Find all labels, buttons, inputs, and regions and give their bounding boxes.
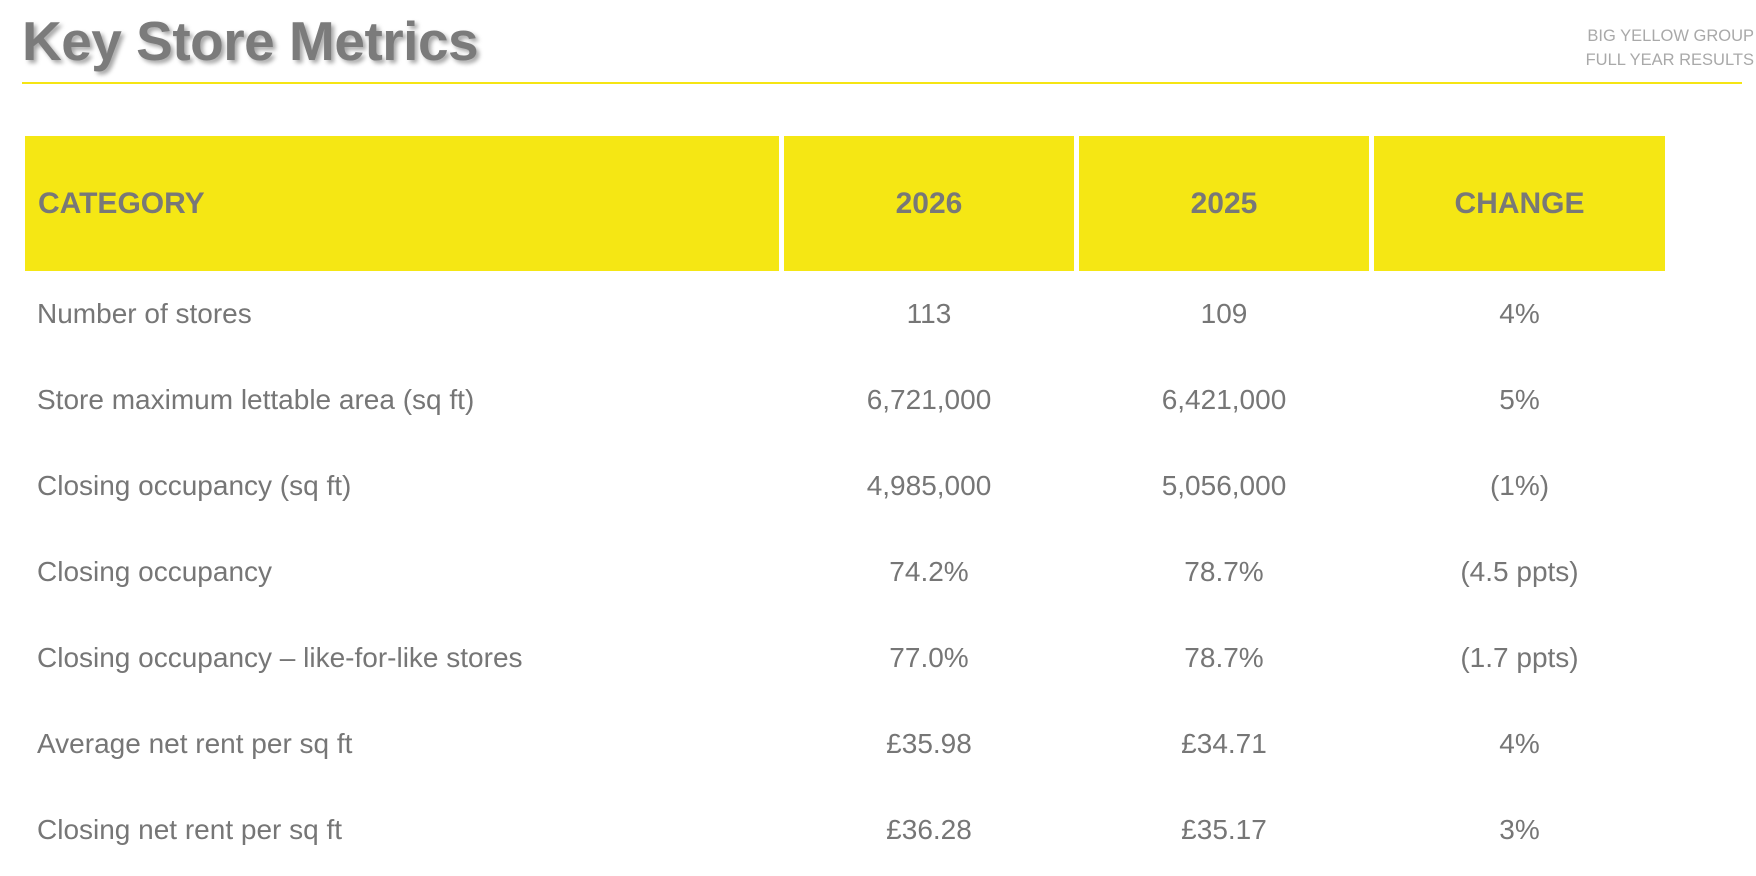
table-row: Number of stores 113 109 4% xyxy=(25,271,1665,357)
brand-line-company: BIG YELLOW GROUP xyxy=(1587,27,1754,45)
table-row: Store maximum lettable area (sq ft) 6,72… xyxy=(25,357,1665,443)
row-value-2026: 4,985,000 xyxy=(866,470,992,501)
row-change: 4% xyxy=(1499,728,1540,759)
row-category: Store maximum lettable area (sq ft) xyxy=(37,384,475,415)
row-value-2026: 113 xyxy=(906,298,952,329)
row-category: Closing occupancy xyxy=(37,556,273,587)
title-divider xyxy=(22,82,1742,84)
row-value-2025: 5,056,000 xyxy=(1161,470,1287,501)
column-header-category: CATEGORY xyxy=(25,136,779,271)
row-category: Closing occupancy – like-for-like stores xyxy=(37,642,523,673)
column-header-2025: 2025 xyxy=(1079,136,1369,271)
row-value-2025: 78.7% xyxy=(1184,556,1264,587)
row-value-2026: 6,721,000 xyxy=(866,384,992,415)
brand-label: BIG YELLOW GROUP FULL YEAR RESULTS xyxy=(1586,24,1754,72)
table-body: Number of stores 113 109 4% Store maximu… xyxy=(25,271,1665,873)
table-row: Closing occupancy (sq ft) 4,985,000 5,05… xyxy=(25,443,1665,529)
table-row: Closing net rent per sq ft £36.28 £35.17… xyxy=(25,787,1665,873)
row-change: (1.7 ppts) xyxy=(1460,642,1579,673)
row-value-2025: £34.71 xyxy=(1181,728,1267,759)
row-change: 5% xyxy=(1499,384,1540,415)
row-value-2026: 77.0% xyxy=(889,642,969,673)
table-row: Closing occupancy 74.2% 78.7% (4.5 ppts) xyxy=(25,529,1665,615)
table-row: Closing occupancy – like-for-like stores… xyxy=(25,615,1665,701)
row-value-2025: 78.7% xyxy=(1184,642,1264,673)
row-category: Number of stores xyxy=(37,298,252,329)
row-value-2025: 109 xyxy=(1200,298,1248,329)
row-change: (4.5 ppts) xyxy=(1460,556,1579,587)
column-header-2026: 2026 xyxy=(784,136,1074,271)
table-header-row: CATEGORY 2026 2025 CHANGE xyxy=(25,136,1665,271)
row-change: 3% xyxy=(1499,814,1540,845)
row-value-2025: 6,421,000 xyxy=(1161,384,1287,415)
row-change: (1%) xyxy=(1489,470,1550,501)
metrics-table: CATEGORY 2026 2025 CHANGE Number of stor… xyxy=(25,136,1665,873)
brand-line-report: FULL YEAR RESULTS xyxy=(1585,51,1754,69)
table-row: Average net rent per sq ft £35.98 £34.71… xyxy=(25,701,1665,787)
row-change: 4% xyxy=(1499,298,1540,329)
row-value-2025: £35.17 xyxy=(1181,814,1267,845)
row-value-2026: £35.98 xyxy=(886,728,972,759)
page-title: Key Store Metrics xyxy=(22,10,479,72)
row-value-2026: £36.28 xyxy=(886,814,972,845)
row-category: Closing occupancy (sq ft) xyxy=(37,470,352,501)
column-header-change: CHANGE xyxy=(1374,136,1665,271)
row-category: Closing net rent per sq ft xyxy=(37,814,343,845)
row-value-2026: 74.2% xyxy=(889,556,969,587)
row-category: Average net rent per sq ft xyxy=(37,728,353,759)
